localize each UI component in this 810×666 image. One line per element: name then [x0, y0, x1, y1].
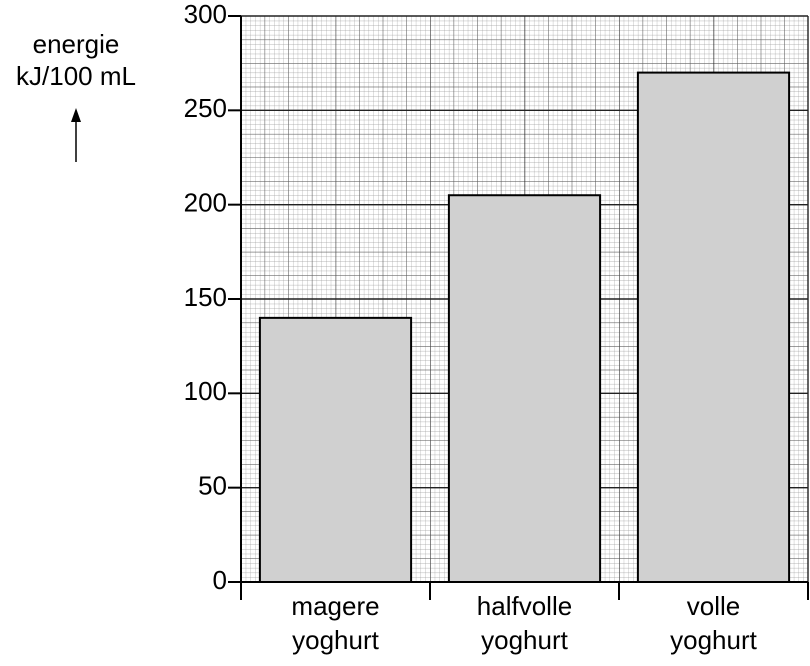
- y-tick-label: 200: [184, 188, 227, 218]
- bar: [447, 194, 602, 583]
- bar: [258, 316, 413, 583]
- y-axis-label: kJ/100 mL: [16, 61, 136, 91]
- y-axis-label: energie: [33, 29, 120, 59]
- plot: 0 50 100 150 200 250 300 magere yoghurt halfvolle…: [184, 0, 809, 655]
- x-tick-label: volle yoghurt: [670, 591, 757, 655]
- y-axis-arrow: [71, 108, 81, 162]
- x-tick-label: magere yoghurt: [291, 591, 379, 655]
- y-tick-label: 300: [184, 0, 227, 29]
- y-tick-label: 150: [184, 282, 227, 312]
- bar: [636, 71, 791, 583]
- y-tick-label: 50: [198, 471, 227, 501]
- y-tick-label: 100: [184, 376, 227, 406]
- x-tick-label: halfvolle yoghurt: [477, 591, 572, 655]
- y-tick-label: 250: [184, 93, 227, 123]
- y-tick-label: 0: [213, 565, 227, 595]
